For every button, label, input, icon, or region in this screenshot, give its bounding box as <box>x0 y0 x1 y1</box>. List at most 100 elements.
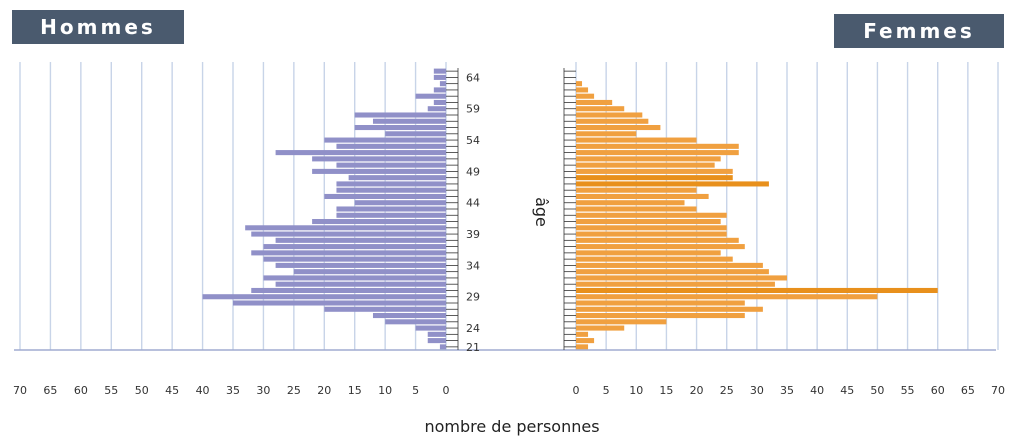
x-tick-femmes-0: 0 <box>573 384 580 397</box>
x-tick-femmes-50: 50 <box>870 384 884 397</box>
bar-hommes-age-26 <box>372 313 446 319</box>
bar-hommes-age-31 <box>275 281 446 287</box>
bar-femmes-age-61 <box>576 93 595 99</box>
age-tick-label-59: 59 <box>466 103 480 116</box>
bar-femmes-age-59 <box>576 106 625 112</box>
bar-hommes-age-51 <box>312 156 446 162</box>
bar-hommes-age-48 <box>348 175 446 181</box>
x-tick-hommes-20: 20 <box>317 384 331 397</box>
bar-femmes-age-46 <box>576 187 697 193</box>
x-tick-hommes-40: 40 <box>196 384 210 397</box>
bar-hommes-age-21 <box>439 344 446 350</box>
x-tick-hommes-70: 70 <box>13 384 27 397</box>
x-tick-hommes-50: 50 <box>135 384 149 397</box>
x-tick-hommes-15: 15 <box>348 384 362 397</box>
x-tick-hommes-30: 30 <box>256 384 270 397</box>
bar-hommes-age-57 <box>372 118 446 124</box>
x-tick-hommes-55: 55 <box>104 384 118 397</box>
bar-femmes-age-63 <box>576 81 583 87</box>
age-tick-label-29: 29 <box>466 291 480 304</box>
x-tick-femmes-45: 45 <box>840 384 854 397</box>
bar-hommes-age-56 <box>354 125 446 131</box>
bar-hommes-age-58 <box>354 112 446 118</box>
bar-femmes-age-34 <box>576 262 763 268</box>
bar-femmes-age-52 <box>576 150 739 156</box>
header-femmes-box <box>834 14 1004 48</box>
x-tick-hommes-0: 0 <box>443 384 450 397</box>
x-tick-femmes-5: 5 <box>603 384 610 397</box>
age-tick-label-34: 34 <box>466 259 480 272</box>
bar-femmes-age-60 <box>576 99 613 105</box>
bar-hommes-age-44 <box>354 200 446 206</box>
bar-femmes-age-53 <box>576 143 739 149</box>
x-axis-title: nombre de personnes <box>424 417 599 436</box>
bar-femmes-age-45 <box>576 193 709 199</box>
bar-hommes-age-53 <box>336 143 446 149</box>
age-tick-label-24: 24 <box>466 322 480 335</box>
x-tick-hommes-45: 45 <box>165 384 179 397</box>
bar-femmes-age-51 <box>576 156 721 162</box>
bar-femmes-age-58 <box>576 112 643 118</box>
bars-femmes <box>576 81 938 350</box>
x-tick-femmes-25: 25 <box>720 384 734 397</box>
bar-femmes-age-47 <box>576 181 769 187</box>
bar-hommes-age-35 <box>263 256 446 262</box>
age-tick-label-54: 54 <box>466 134 480 147</box>
bar-hommes-age-47 <box>336 181 446 187</box>
bar-hommes-age-33 <box>293 269 446 275</box>
bar-femmes-age-41 <box>576 219 721 225</box>
header-hommes-box <box>12 10 184 44</box>
bar-hommes-age-24 <box>415 325 446 331</box>
header-hommes: Hommes <box>40 15 156 39</box>
header-femmes: Femmes <box>863 19 975 43</box>
bar-femmes-age-62 <box>576 87 589 93</box>
x-tick-femmes-40: 40 <box>810 384 824 397</box>
age-tick-label-21: 21 <box>466 341 480 354</box>
bar-femmes-age-30 <box>576 287 938 293</box>
bar-hommes-age-39 <box>251 231 446 237</box>
bar-hommes-age-62 <box>433 87 446 93</box>
bar-femmes-age-48 <box>576 175 733 181</box>
bar-hommes-age-38 <box>275 237 446 243</box>
x-tick-hommes-5: 5 <box>412 384 419 397</box>
bar-hommes-age-45 <box>324 193 446 199</box>
bar-hommes-age-63 <box>439 81 446 87</box>
bar-hommes-age-27 <box>324 306 446 312</box>
bar-hommes-age-23 <box>427 331 446 337</box>
bar-hommes-age-32 <box>263 275 446 281</box>
x-tick-femmes-60: 60 <box>931 384 945 397</box>
age-tick-label-39: 39 <box>466 228 480 241</box>
bar-hommes-age-42 <box>336 212 446 218</box>
bar-hommes-age-64 <box>433 74 446 80</box>
bar-femmes-age-36 <box>576 250 721 256</box>
bar-hommes-age-34 <box>275 262 446 268</box>
bar-femmes-age-43 <box>576 206 697 212</box>
bar-femmes-age-57 <box>576 118 649 124</box>
bar-femmes-age-44 <box>576 200 685 206</box>
x-tick-femmes-70: 70 <box>991 384 1005 397</box>
bar-femmes-age-24 <box>576 325 625 331</box>
x-tick-femmes-65: 65 <box>961 384 975 397</box>
bar-hommes-age-22 <box>427 338 446 344</box>
bar-femmes-age-22 <box>576 338 595 344</box>
x-tick-femmes-20: 20 <box>690 384 704 397</box>
bar-femmes-age-27 <box>576 306 763 312</box>
bar-hommes-age-60 <box>433 99 446 105</box>
bar-femmes-age-25 <box>576 319 667 325</box>
bars-hommes <box>202 68 446 350</box>
bar-hommes-age-37 <box>263 244 446 250</box>
bar-femmes-age-42 <box>576 212 727 218</box>
age-tick-label-49: 49 <box>466 165 480 178</box>
bar-femmes-age-31 <box>576 281 775 287</box>
bar-femmes-age-23 <box>576 331 589 337</box>
x-tick-femmes-35: 35 <box>780 384 794 397</box>
axes-layer <box>14 68 996 351</box>
age-tick-label-44: 44 <box>466 197 480 210</box>
x-tick-femmes-15: 15 <box>659 384 673 397</box>
bar-femmes-age-55 <box>576 131 637 137</box>
bar-femmes-age-50 <box>576 162 715 168</box>
bar-femmes-age-21 <box>576 344 589 350</box>
